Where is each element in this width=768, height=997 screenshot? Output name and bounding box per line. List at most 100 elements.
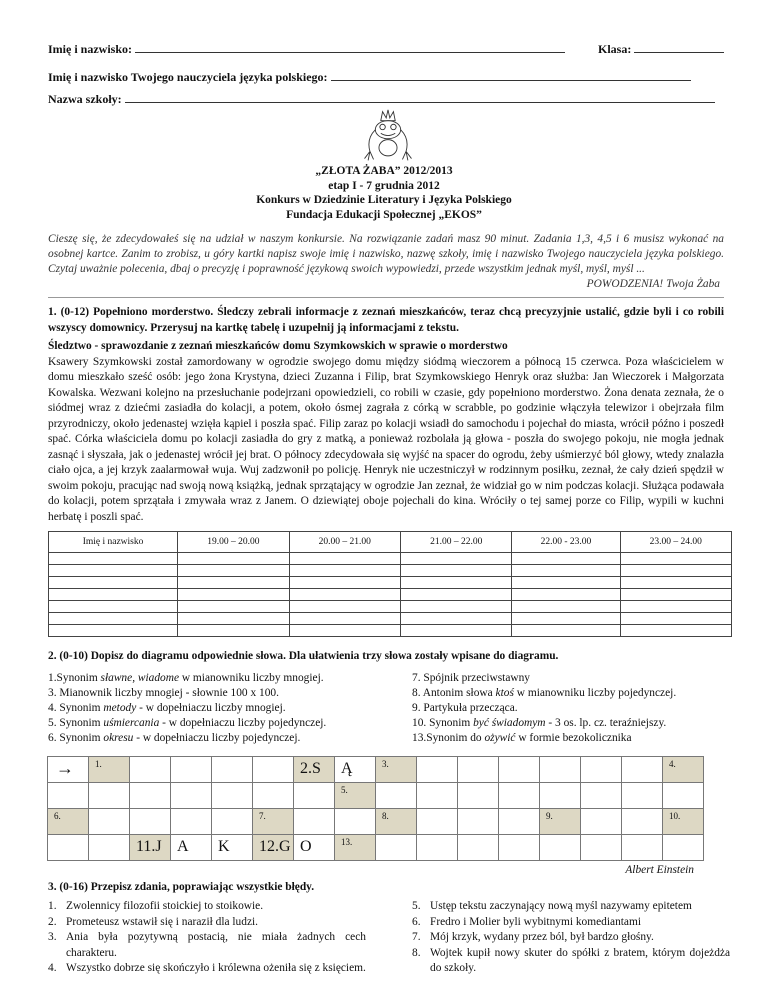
crossword-cell[interactable]: 1. xyxy=(88,755,130,783)
crossword-cell[interactable] xyxy=(170,781,212,809)
crossword-cell[interactable] xyxy=(252,755,294,783)
class-field[interactable] xyxy=(634,42,725,53)
crossword-cell[interactable] xyxy=(457,755,499,783)
table-cell[interactable] xyxy=(177,576,290,589)
crossword-cell[interactable]: 13. xyxy=(334,833,376,861)
crossword-cell[interactable] xyxy=(580,755,622,783)
crossword-cell[interactable]: 5. xyxy=(334,781,376,809)
crossword-cell[interactable]: 3. xyxy=(375,755,417,783)
table-cell[interactable] xyxy=(399,624,513,637)
crossword-cell[interactable] xyxy=(621,833,663,861)
table-cell[interactable] xyxy=(511,588,621,601)
crossword-cell[interactable] xyxy=(88,833,130,861)
crossword-cell[interactable] xyxy=(293,807,335,835)
table-cell[interactable] xyxy=(619,564,733,577)
crossword-cell[interactable] xyxy=(47,781,89,809)
crossword-cell[interactable]: 2.S xyxy=(293,755,335,783)
crossword-cell[interactable] xyxy=(457,833,499,861)
table-cell[interactable] xyxy=(619,600,733,613)
table-cell[interactable] xyxy=(399,588,513,601)
table-cell[interactable] xyxy=(511,552,621,565)
crossword-cell[interactable] xyxy=(170,807,212,835)
crossword-cell[interactable] xyxy=(539,755,581,783)
crossword-cell[interactable] xyxy=(580,833,622,861)
table-cell[interactable] xyxy=(47,600,179,613)
table-cell[interactable] xyxy=(511,624,621,637)
crossword-cell[interactable] xyxy=(621,807,663,835)
table-cell[interactable] xyxy=(511,576,621,589)
crossword-cell[interactable]: K xyxy=(211,833,253,861)
table-cell[interactable] xyxy=(511,564,621,577)
table-cell[interactable] xyxy=(619,612,733,625)
table-cell[interactable] xyxy=(177,624,290,637)
crossword-cell[interactable]: 10. xyxy=(662,807,704,835)
table-cell[interactable] xyxy=(511,612,621,625)
crossword-cell[interactable] xyxy=(662,833,704,861)
table-cell[interactable] xyxy=(288,624,401,637)
crossword-cell[interactable] xyxy=(416,807,458,835)
table-cell[interactable] xyxy=(288,588,401,601)
table-cell[interactable] xyxy=(288,576,401,589)
crossword-cell[interactable] xyxy=(88,807,130,835)
crossword-cell[interactable] xyxy=(129,781,171,809)
crossword-cell[interactable] xyxy=(252,781,294,809)
crossword-cell[interactable] xyxy=(498,807,540,835)
crossword-cell[interactable] xyxy=(539,833,581,861)
table-cell[interactable] xyxy=(399,552,513,565)
table-cell[interactable] xyxy=(47,564,179,577)
crossword-cell[interactable] xyxy=(211,807,253,835)
crossword-cell[interactable]: 12.G xyxy=(252,833,294,861)
crossword-cell[interactable]: 7. xyxy=(252,807,294,835)
crossword-cell[interactable] xyxy=(375,781,417,809)
table-cell[interactable] xyxy=(288,552,401,565)
crossword-cell[interactable]: 9. xyxy=(539,807,581,835)
table-cell[interactable] xyxy=(399,600,513,613)
table-cell[interactable] xyxy=(177,588,290,601)
crossword-cell[interactable]: 4. xyxy=(662,755,704,783)
crossword-cell[interactable] xyxy=(129,755,171,783)
crossword-cell[interactable] xyxy=(88,781,130,809)
table-cell[interactable] xyxy=(177,552,290,565)
table-cell[interactable] xyxy=(47,624,179,637)
crossword-cell[interactable] xyxy=(498,755,540,783)
crossword-cell[interactable] xyxy=(662,781,704,809)
crossword-cell[interactable] xyxy=(498,833,540,861)
crossword-cell[interactable]: 11.J xyxy=(129,833,171,861)
crossword-cell[interactable] xyxy=(457,781,499,809)
table-cell[interactable] xyxy=(47,576,179,589)
crossword-cell[interactable] xyxy=(47,833,89,861)
table-cell[interactable] xyxy=(47,612,179,625)
crossword-cell[interactable] xyxy=(293,781,335,809)
school-field[interactable] xyxy=(124,92,715,103)
table-cell[interactable] xyxy=(288,612,401,625)
teacher-field[interactable] xyxy=(330,70,691,81)
name-field[interactable] xyxy=(135,42,565,53)
table-cell[interactable] xyxy=(177,600,290,613)
table-cell[interactable] xyxy=(619,576,733,589)
table-cell[interactable] xyxy=(399,576,513,589)
crossword-cell[interactable] xyxy=(416,833,458,861)
crossword-cell[interactable] xyxy=(334,807,376,835)
crossword-cell[interactable] xyxy=(375,833,417,861)
crossword-cell[interactable] xyxy=(170,755,212,783)
table-cell[interactable] xyxy=(47,552,179,565)
crossword-cell[interactable]: O xyxy=(293,833,335,861)
crossword-cell[interactable] xyxy=(211,755,253,783)
table-cell[interactable] xyxy=(619,624,733,637)
table-cell[interactable] xyxy=(511,600,621,613)
crossword-cell[interactable] xyxy=(580,781,622,809)
table-cell[interactable] xyxy=(177,612,290,625)
crossword-cell[interactable] xyxy=(539,781,581,809)
table-cell[interactable] xyxy=(399,564,513,577)
crossword-cell[interactable] xyxy=(129,807,171,835)
table-cell[interactable] xyxy=(399,612,513,625)
table-cell[interactable] xyxy=(619,552,733,565)
crossword-cell[interactable]: 8. xyxy=(375,807,417,835)
table-cell[interactable] xyxy=(47,588,179,601)
crossword-cell[interactable] xyxy=(416,781,458,809)
crossword-cell[interactable] xyxy=(498,781,540,809)
table-cell[interactable] xyxy=(177,564,290,577)
crossword-cell[interactable] xyxy=(621,781,663,809)
crossword-cell[interactable]: 6. xyxy=(47,807,89,835)
table-cell[interactable] xyxy=(288,564,401,577)
